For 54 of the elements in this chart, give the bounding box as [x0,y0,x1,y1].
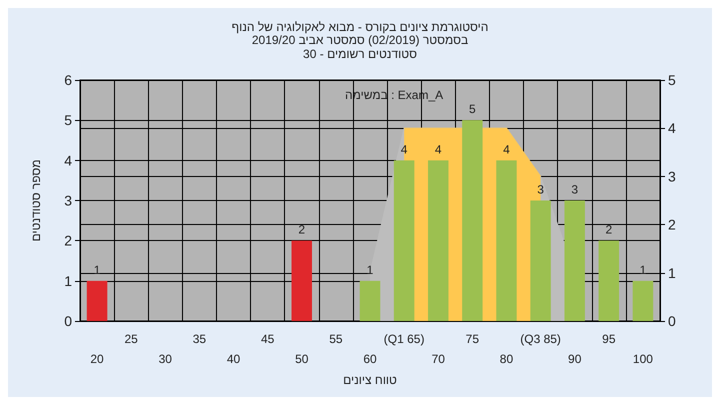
x-tick-label: 30 [158,352,172,366]
x-tick-label: 95 [602,332,616,346]
y-tick-label: 0 [64,313,72,329]
x-tick-label: 55 [329,332,343,346]
x-tick-label: 20 [90,352,104,366]
y2-tick-label: 3 [668,168,676,184]
y-tick-label: 4 [64,152,72,168]
data-label: 3 [571,182,578,196]
x-tick-label: 45 [260,332,275,346]
x-tick-label: 100 [632,352,654,366]
data-label: 2 [298,222,306,237]
x-tick-label: 60 [363,352,377,366]
data-label: 3 [537,182,544,196]
bar [360,280,380,321]
x-tick-label: 75 [466,332,480,346]
chart-title: היסטוגרמת ציונים בקורס - מבוא לאקולוגיה של הנוף [232,20,488,34]
x-tick-label: (Q3 85) [520,332,561,346]
y-tick-label: 2 [64,232,72,249]
x-tick-label: 80 [500,352,514,366]
y-tick-label: 3 [64,192,72,208]
y-tick-label: 1 [64,272,72,289]
bar [496,160,517,321]
x-axis-title: טווח ציונים [343,372,398,387]
data-label: 4 [400,142,408,156]
y2-tick-label: 5 [668,72,676,88]
y2-tick-label: 4 [668,120,676,136]
bar [292,240,312,321]
y-tick-label: 6 [64,72,72,88]
bar [530,200,551,321]
bar [428,160,448,321]
y2-tick-label: 1 [668,264,676,281]
x-tick-label: 50 [295,352,309,366]
y-tick-label: 5 [64,112,72,128]
chart-subtitle: בסמסטר (02/2019) סמסטר אביב 2019/20 סטודנטים רשומים - 30 [252,33,468,61]
bar [564,200,585,321]
y-axis-title: מספר סטודנטים [29,159,43,242]
bar [462,120,483,321]
bar [632,280,654,321]
data-label: 4 [434,142,442,156]
x-tick-label: 25 [124,332,138,346]
x-tick-label: 90 [568,352,582,366]
x-tick-label: 35 [192,332,206,346]
x-tick-label: (Q1 65) [384,332,424,346]
x-tick-label: 40 [226,352,241,366]
bar [598,240,620,321]
y2-tick-label: 0 [668,313,676,329]
data-label: 1 [366,262,374,277]
data-label: 5 [469,102,476,116]
bar [394,160,414,321]
bar [86,280,108,321]
data-label: 2 [605,222,612,237]
y2-tick-label: 2 [668,216,676,233]
x-tick-label: 70 [432,352,446,366]
data-label: 4 [503,142,510,156]
